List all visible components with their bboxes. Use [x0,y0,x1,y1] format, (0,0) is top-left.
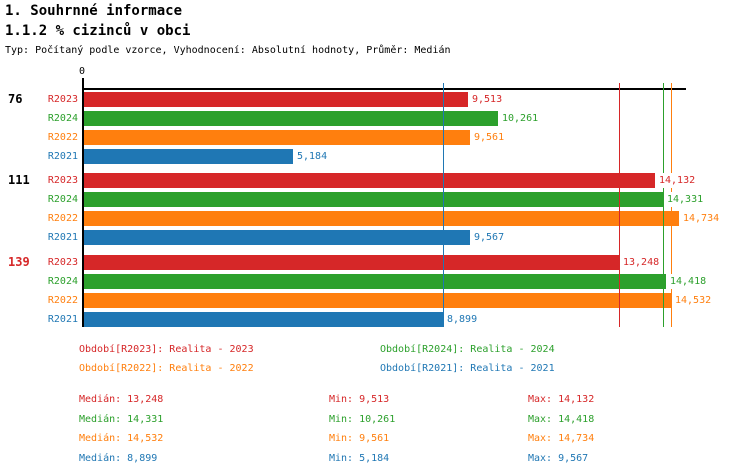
stat-max-r2023: Max: 14,132 [528,394,595,405]
bar-series-label-r2023: R2023 [47,94,78,105]
bar-value-label: 14,132 [657,173,698,188]
x-axis-line [83,88,686,90]
bar-value-label: 13,248 [621,255,662,270]
chart-title: 1.1.2 % cizinců v obci [5,23,191,39]
bar-r2023 [84,255,619,270]
bar-series-label-r2024: R2024 [47,276,78,287]
stat-min-r2021: Min: 5,184 [329,453,390,464]
group-label: 139 [8,255,30,269]
legend-item-r2024: Období[R2024]: Realita - 2024 [380,344,555,355]
legend-item-r2022: Období[R2022]: Realita - 2022 [79,363,254,374]
stat-max-r2021: Max: 9,567 [528,453,589,464]
chart-meta-line: Typ: Počítaný podle vzorce, Vyhodnocení:… [5,45,451,56]
bar-r2021 [84,149,293,164]
bar-value-label: 8,899 [445,312,480,327]
bar-series-label-r2021: R2021 [47,314,78,325]
bar-r2024 [84,111,498,126]
bar-value-label: 10,261 [500,111,541,126]
bar-r2023 [84,173,655,188]
bar-series-label-r2024: R2024 [47,113,78,124]
bar-r2022 [84,293,671,308]
group-label: 111 [8,173,30,187]
bar-value-label: 9,513 [470,92,505,107]
stat-min-r2022: Min: 9,561 [329,433,390,444]
bar-value-label: 14,331 [665,192,706,207]
bar-value-label: 14,418 [668,274,709,289]
stat-max-r2022: Max: 14,734 [528,433,595,444]
x-axis-zero-tick-label: 0 [79,66,86,77]
bar-series-label-r2022: R2022 [47,295,78,306]
y-axis-line [82,78,84,327]
group-label: 76 [8,92,23,106]
legend-item-r2023: Období[R2023]: Realita - 2023 [79,344,254,355]
bar-series-label-r2023: R2023 [47,175,78,186]
stat-min-r2023: Min: 9,513 [329,394,390,405]
legend-item-r2021: Období[R2021]: Realita - 2021 [380,363,555,374]
bar-series-label-r2021: R2021 [47,232,78,243]
bar-value-label: 9,567 [472,230,507,245]
bar-series-label-r2024: R2024 [47,194,78,205]
bar-r2022 [84,130,470,145]
bar-series-label-r2022: R2022 [47,213,78,224]
median-line-r2023 [619,83,620,327]
bar-r2022 [84,211,679,226]
bar-value-label: 14,532 [673,293,714,308]
bar-value-label: 9,561 [472,130,507,145]
stat-median-r2023: Medián: 13,248 [79,394,164,405]
bar-value-label: 5,184 [295,149,330,164]
bar-r2024 [84,192,663,207]
stat-median-r2021: Medián: 8,899 [79,453,158,464]
stat-max-r2024: Max: 14,418 [528,414,595,425]
bar-series-label-r2023: R2023 [47,257,78,268]
bar-series-label-r2022: R2022 [47,132,78,143]
stat-median-r2024: Medián: 14,331 [79,414,164,425]
bar-value-label: 14,734 [681,211,722,226]
page-title: 1. Souhrnné informace [5,3,183,19]
bar-r2021 [84,230,470,245]
median-line-r2024 [663,83,664,327]
bar-series-label-r2021: R2021 [47,151,78,162]
bar-r2023 [84,92,468,107]
median-line-r2021 [443,83,444,327]
bar-r2021 [84,312,443,327]
bar-r2024 [84,274,666,289]
stat-median-r2022: Medián: 14,532 [79,433,164,444]
stat-min-r2024: Min: 10,261 [329,414,396,425]
